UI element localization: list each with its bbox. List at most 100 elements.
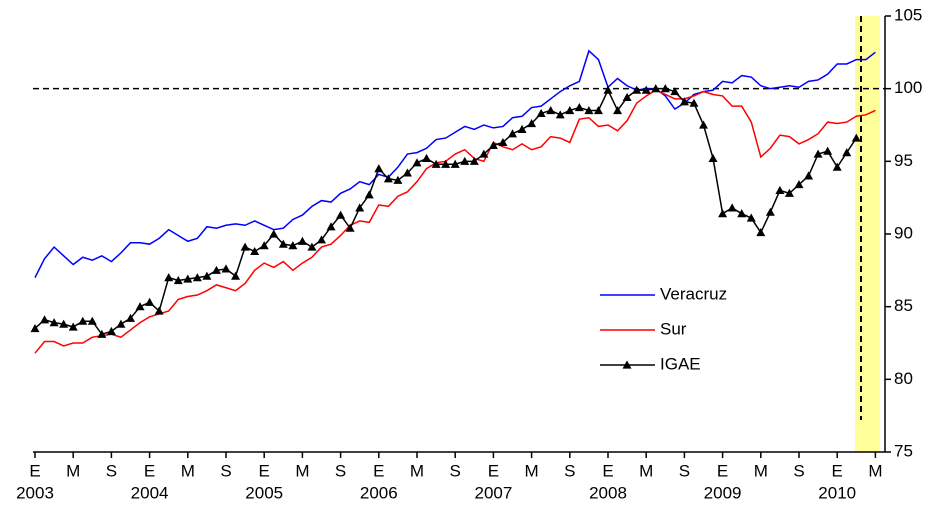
legend-label: IGAE xyxy=(660,354,701,373)
x-tick-label: E xyxy=(144,461,155,480)
legend-marker xyxy=(622,360,632,369)
marker xyxy=(173,276,183,285)
marker xyxy=(613,105,623,115)
x-tick-label: M xyxy=(754,461,768,480)
marker xyxy=(498,137,508,147)
marker xyxy=(804,171,814,180)
marker xyxy=(746,213,756,222)
x-tick-label: E xyxy=(832,461,843,480)
marker xyxy=(737,209,747,218)
marker xyxy=(345,223,355,232)
year-label: 2007 xyxy=(474,483,512,502)
marker xyxy=(326,222,336,231)
marker xyxy=(632,85,642,94)
x-tick-label: M xyxy=(639,461,653,480)
y-tick-label: 85 xyxy=(894,296,913,315)
x-tick-label: M xyxy=(868,461,882,480)
marker xyxy=(402,168,412,177)
y-tick-label: 80 xyxy=(894,369,913,388)
marker xyxy=(441,159,451,168)
marker xyxy=(517,124,527,133)
x-tick-label: S xyxy=(106,461,117,480)
series-line xyxy=(34,49,876,278)
marker xyxy=(565,105,575,115)
marker xyxy=(240,242,250,251)
y-tick-label: 90 xyxy=(894,223,913,242)
series-line xyxy=(34,87,857,336)
marker xyxy=(718,209,728,218)
marker xyxy=(154,306,164,315)
marker xyxy=(30,323,40,333)
marker xyxy=(68,322,78,331)
marker xyxy=(106,326,116,335)
marker xyxy=(288,241,298,250)
x-tick-label: S xyxy=(679,461,690,480)
marker xyxy=(546,105,556,115)
x-tick-label: M xyxy=(295,461,309,480)
marker xyxy=(431,159,441,168)
marker xyxy=(393,175,403,184)
marker xyxy=(259,241,269,250)
marker xyxy=(679,97,689,106)
marker xyxy=(469,156,479,165)
x-tick-label: M xyxy=(410,461,424,480)
x-tick-label: M xyxy=(66,461,80,480)
year-label: 2008 xyxy=(589,483,627,502)
x-tick-label: S xyxy=(793,461,804,480)
marker xyxy=(126,313,135,322)
marker xyxy=(756,228,766,237)
marker xyxy=(383,174,393,183)
marker xyxy=(59,319,69,328)
year-label: 2004 xyxy=(131,483,169,502)
marker xyxy=(221,264,231,273)
x-tick-label: E xyxy=(488,461,499,480)
marker xyxy=(574,103,584,112)
x-tick-label: S xyxy=(335,461,346,480)
marker xyxy=(775,185,785,194)
marker xyxy=(813,149,823,158)
x-tick-label: S xyxy=(564,461,575,480)
marker xyxy=(116,319,126,328)
marker xyxy=(412,158,422,167)
year-label: 2006 xyxy=(360,483,398,502)
marker xyxy=(536,108,546,117)
y-tick-label: 100 xyxy=(894,78,922,97)
year-label: 2005 xyxy=(245,483,283,502)
marker xyxy=(555,110,565,119)
marker xyxy=(708,153,718,163)
marker xyxy=(336,210,346,219)
marker xyxy=(355,203,365,212)
marker xyxy=(183,274,193,283)
marker xyxy=(297,236,307,245)
marker xyxy=(727,203,737,212)
marker xyxy=(278,239,288,248)
year-label: 2009 xyxy=(704,483,742,502)
marker xyxy=(765,207,775,216)
y-tick-label: 95 xyxy=(894,151,913,170)
marker xyxy=(307,242,317,251)
legend-label: Veracruz xyxy=(660,284,727,303)
marker xyxy=(374,164,384,173)
marker xyxy=(842,148,852,157)
marker xyxy=(269,229,279,238)
marker xyxy=(527,119,537,128)
series-line xyxy=(34,89,876,354)
marker xyxy=(508,129,517,138)
marker xyxy=(145,297,155,306)
highlight-band xyxy=(855,16,880,452)
marker xyxy=(450,159,460,168)
marker xyxy=(593,105,603,115)
marker xyxy=(78,316,88,325)
marker xyxy=(823,146,833,155)
marker xyxy=(40,315,50,324)
marker xyxy=(699,120,708,129)
marker xyxy=(670,87,680,96)
marker xyxy=(460,156,470,165)
marker xyxy=(479,149,489,158)
marker xyxy=(794,180,804,189)
marker xyxy=(784,188,794,197)
marker xyxy=(651,84,661,93)
x-tick-label: M xyxy=(525,461,539,480)
marker xyxy=(603,85,613,94)
